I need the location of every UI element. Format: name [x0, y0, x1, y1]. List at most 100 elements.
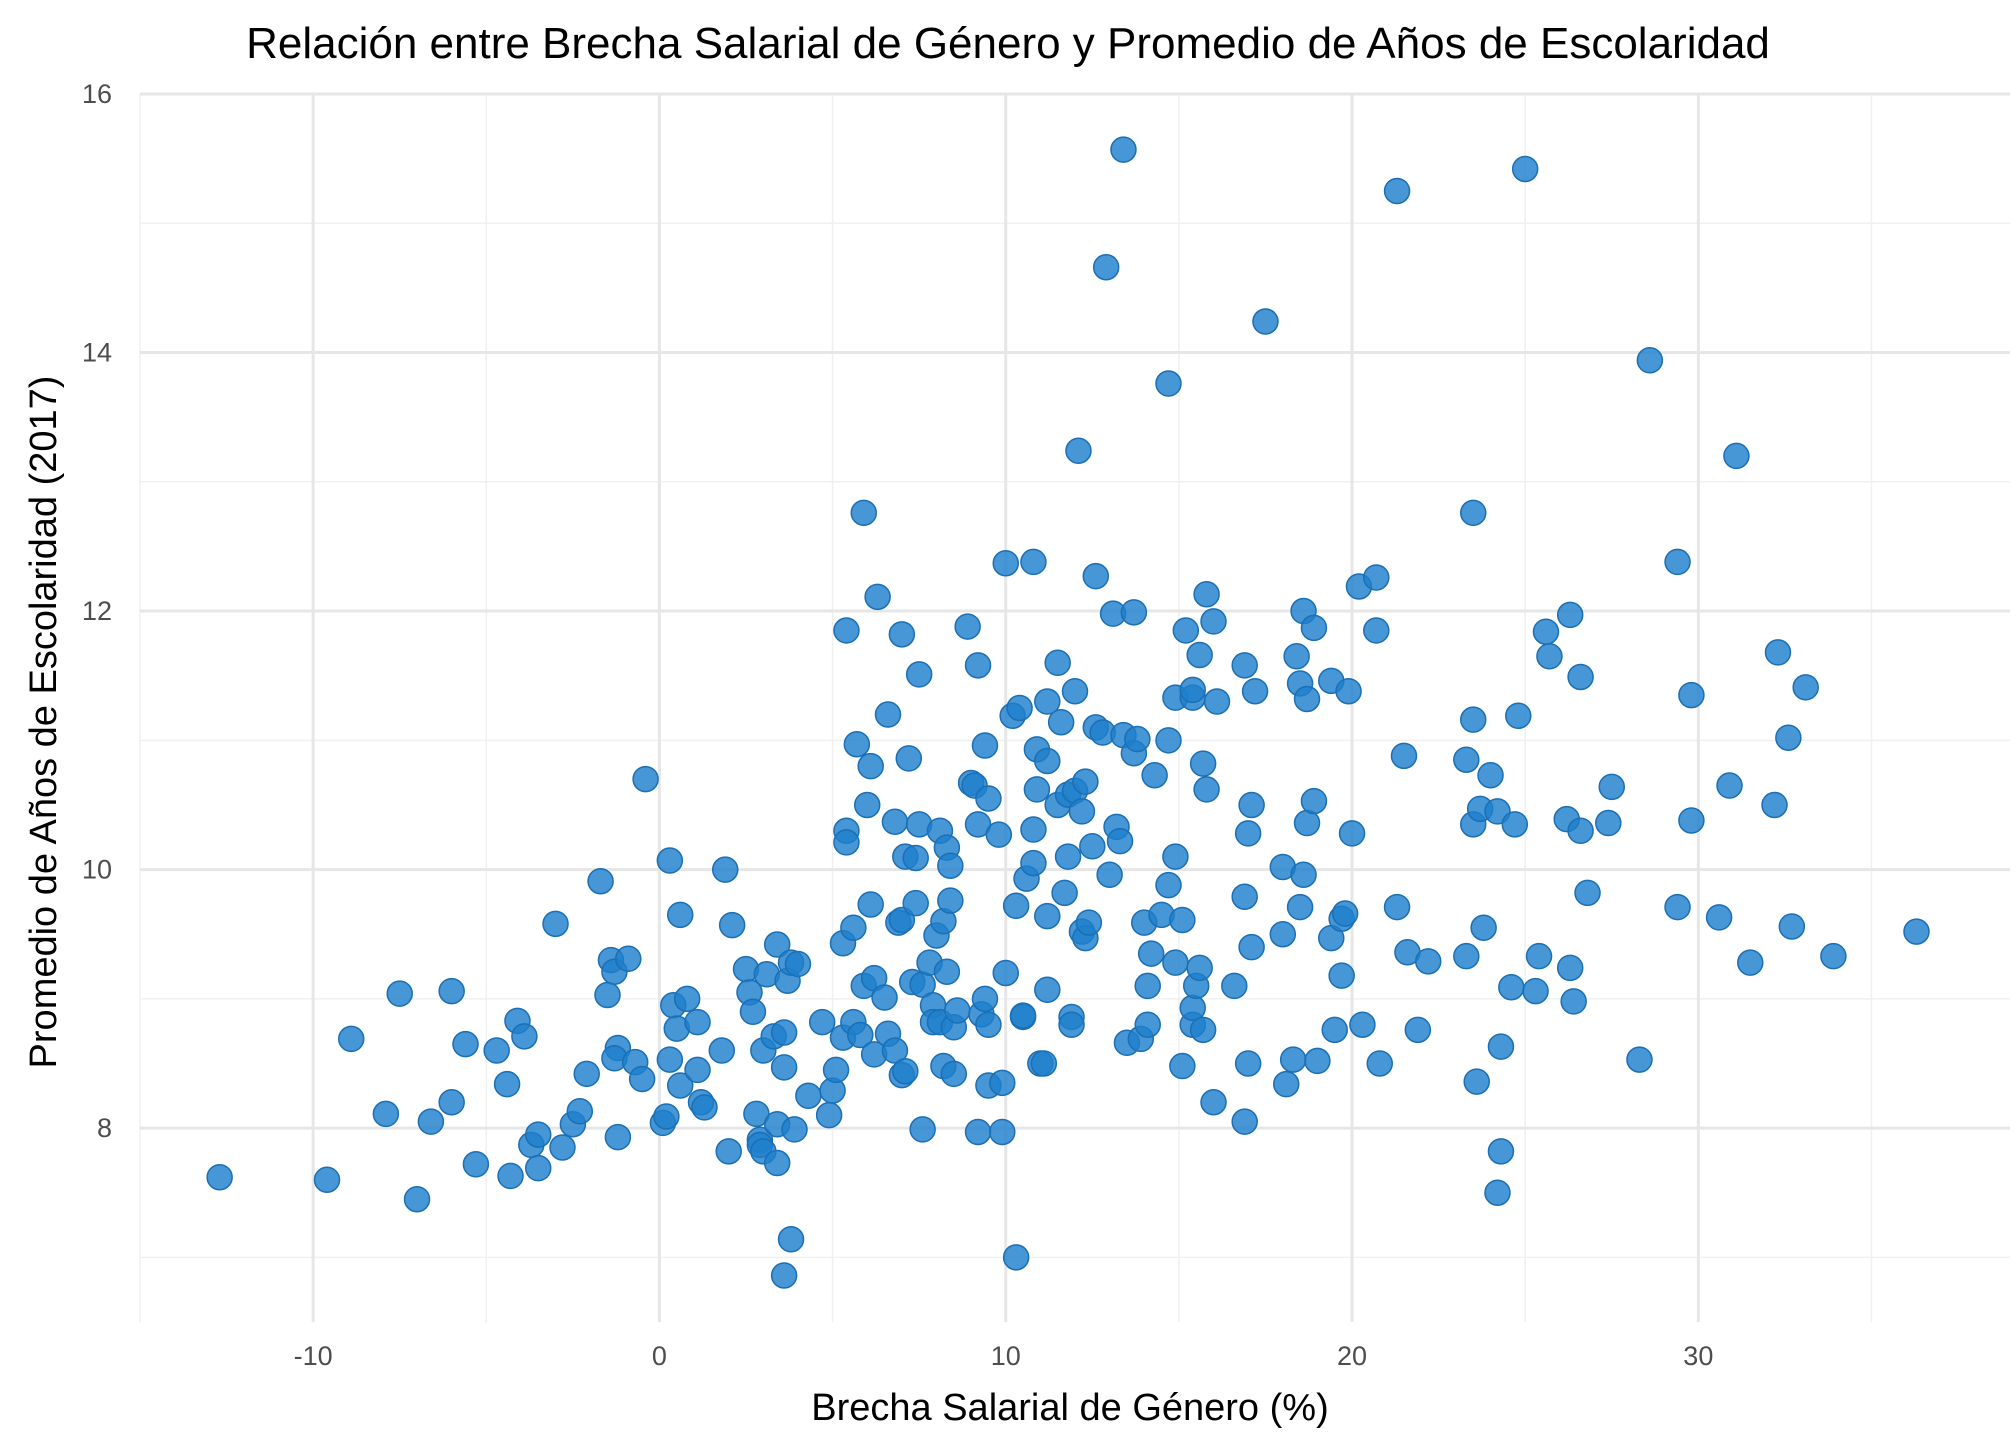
- data-point: [1484, 1179, 1511, 1206]
- data-points: [206, 136, 1930, 1289]
- data-point: [1162, 843, 1189, 870]
- data-point: [1124, 725, 1151, 753]
- data-point: [1678, 807, 1705, 834]
- data-point: [964, 652, 992, 679]
- data-point: [1061, 677, 1089, 705]
- data-point: [1574, 879, 1601, 907]
- data-point: [666, 1072, 694, 1099]
- data-point: [1231, 652, 1258, 679]
- data-point: [1300, 614, 1328, 642]
- data-point: [777, 1226, 805, 1253]
- data-point: [1453, 942, 1480, 970]
- data-point: [1241, 677, 1269, 705]
- data-point: [840, 914, 867, 941]
- data-point: [850, 499, 878, 527]
- data-point: [1169, 906, 1196, 934]
- data-point: [902, 889, 929, 917]
- data-point: [1155, 871, 1182, 899]
- data-point: [857, 752, 884, 780]
- data-point: [1477, 761, 1504, 789]
- data-point: [933, 958, 961, 985]
- data-point: [438, 977, 465, 1005]
- data-point: [971, 732, 999, 759]
- data-point: [542, 910, 569, 938]
- data-point: [684, 1056, 711, 1084]
- data-point: [438, 1089, 465, 1116]
- data-point: [781, 1116, 808, 1143]
- data-point: [1034, 747, 1061, 775]
- data-point: [1096, 861, 1123, 888]
- data-point: [1172, 617, 1200, 644]
- data-point: [1304, 1047, 1331, 1075]
- data-point: [808, 1008, 836, 1036]
- data-point: [1120, 599, 1148, 626]
- data-point: [1200, 608, 1227, 635]
- data-point: [673, 985, 701, 1013]
- data-point: [1134, 1011, 1161, 1038]
- data-point: [372, 1100, 400, 1128]
- data-point: [940, 1060, 968, 1088]
- x-tick-label: 0: [652, 1341, 667, 1371]
- data-point: [594, 981, 621, 1009]
- data-point: [1072, 768, 1099, 795]
- data-point: [864, 583, 891, 611]
- data-point: [1051, 879, 1078, 907]
- data-point: [833, 617, 860, 644]
- data-point: [1390, 742, 1418, 770]
- data-point: [1595, 809, 1622, 837]
- data-point: [1487, 1138, 1515, 1165]
- data-point: [1525, 942, 1553, 970]
- data-point: [1047, 708, 1075, 736]
- data-point: [892, 1057, 919, 1085]
- x-tick-label: 30: [1683, 1341, 1713, 1371]
- data-point: [1203, 688, 1231, 715]
- data-point: [493, 1070, 521, 1098]
- data-point: [691, 1094, 718, 1121]
- chart-title: Relación entre Brecha Salarial de Género…: [246, 19, 1770, 68]
- data-point: [815, 1101, 843, 1129]
- data-point: [954, 613, 981, 640]
- data-point: [452, 1030, 479, 1058]
- data-point: [1231, 883, 1258, 910]
- data-point: [871, 984, 898, 1011]
- data-point: [1023, 776, 1051, 803]
- data-point: [905, 661, 933, 688]
- data-point: [1221, 972, 1248, 1000]
- data-point: [1134, 972, 1161, 1000]
- data-point: [1366, 1050, 1393, 1077]
- data-point: [386, 980, 413, 1007]
- data-point: [909, 1116, 936, 1143]
- data-point: [1737, 949, 1764, 976]
- data-point: [1020, 816, 1047, 843]
- y-axis-ticks: 8 10 12 14 16: [82, 79, 112, 1143]
- data-point: [1186, 641, 1213, 669]
- y-tick-label: 16: [82, 79, 112, 109]
- data-point: [1383, 893, 1411, 921]
- data-point: [1363, 564, 1390, 591]
- data-point: [1716, 772, 1743, 799]
- data-point: [843, 730, 871, 758]
- x-axis-ticks: -10 0 10 20 30: [294, 1341, 1714, 1371]
- data-point: [770, 1054, 798, 1081]
- data-point: [549, 1134, 576, 1161]
- data-point: [1155, 370, 1182, 397]
- data-point: [975, 785, 1002, 812]
- data-point: [1092, 253, 1120, 281]
- data-point: [895, 745, 923, 772]
- data-point: [975, 1011, 1002, 1038]
- data-point: [1193, 580, 1220, 608]
- data-point: [1238, 933, 1265, 961]
- data-point: [337, 1025, 365, 1053]
- data-point: [462, 1151, 490, 1178]
- data-point: [566, 1098, 594, 1125]
- data-point: [1075, 909, 1103, 936]
- data-point: [822, 1056, 850, 1084]
- data-point: [1162, 949, 1189, 976]
- data-point: [1404, 1016, 1432, 1044]
- data-point: [1567, 817, 1594, 845]
- data-point: [1020, 849, 1047, 877]
- data-point: [1293, 809, 1321, 837]
- data-point: [1279, 1046, 1307, 1073]
- data-point: [763, 1149, 791, 1177]
- data-point: [1068, 798, 1096, 825]
